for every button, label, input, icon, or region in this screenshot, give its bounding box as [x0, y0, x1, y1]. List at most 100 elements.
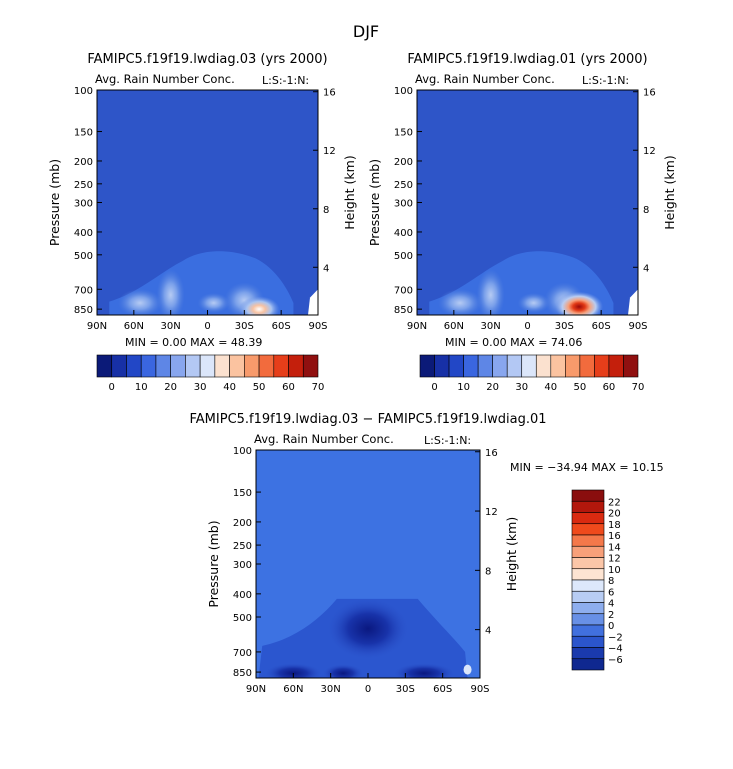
x-tick-label: 60S — [592, 321, 611, 332]
colorbar-label: 12 — [608, 554, 621, 565]
colorbar-swatch — [273, 354, 289, 378]
x-tick-label: 30S — [555, 321, 574, 332]
panel-lwdiag01: FAMIPC5.f19f19.lwdiag.01 (yrs 2000) Avg. … — [367, 52, 677, 393]
y-tick-label: 150 — [394, 128, 413, 139]
x-tick-label: 30N — [161, 321, 181, 332]
y-tick-label: 400 — [74, 228, 93, 239]
colorbar-label: 4 — [608, 599, 614, 610]
colorbar-swatch — [111, 354, 127, 378]
colorbar-swatch — [571, 602, 605, 615]
colorbar-swatch — [571, 613, 605, 626]
panel-units-tag: L:S:-1:N: — [424, 434, 471, 447]
colorbar-swatch — [571, 658, 605, 671]
colorbar-label: 50 — [253, 382, 266, 393]
x-tick-label: 90S — [628, 321, 647, 332]
colorbar-swatch — [185, 354, 201, 378]
colorbar-label: 10 — [457, 382, 470, 393]
panel-subtitle: Avg. Rain Number Conc. — [415, 72, 555, 86]
colorbar-label: 20 — [164, 382, 177, 393]
y-tick-label: 500 — [394, 251, 413, 262]
y-tick-label: 200 — [74, 157, 93, 168]
colorbar-label: 70 — [312, 382, 325, 393]
colorbar-swatch — [571, 523, 605, 536]
y-tick-label: 500 — [74, 251, 93, 262]
colorbar-swatch — [96, 354, 113, 378]
y-axis-title: Pressure (mb) — [367, 159, 382, 246]
colorbar-label: 14 — [608, 542, 621, 553]
x-tick-label: 90N — [407, 321, 427, 332]
y-tick-label: 100 — [233, 446, 252, 457]
y2-tick-label: 16 — [485, 448, 498, 459]
panel-lwdiag03: FAMIPC5.f19f19.lwdiag.03 (yrs 2000) Avg. … — [47, 52, 357, 393]
y-tick-label: 300 — [394, 199, 413, 210]
colorbar-label: 16 — [608, 531, 621, 542]
y-tick-label: 250 — [233, 541, 252, 552]
y-tick-label: 100 — [394, 86, 413, 97]
colorbar-swatch — [126, 354, 142, 378]
colorbar-swatch — [463, 354, 479, 378]
x-tick-label: 0 — [365, 684, 371, 695]
y-axis-title: Pressure (mb) — [47, 159, 62, 246]
colorbar-swatch — [579, 354, 595, 378]
y-tick-label: 700 — [74, 285, 93, 296]
negative-core-45s — [394, 663, 454, 678]
colorbar-swatch — [535, 354, 552, 378]
colorbar-swatch — [229, 354, 245, 378]
x-tick-label: 30N — [481, 321, 501, 332]
y2-tick-label: 12 — [643, 146, 656, 157]
terrain-mask — [628, 289, 638, 315]
y2-tick-label: 12 — [485, 507, 498, 518]
colorbar-swatch — [571, 590, 605, 603]
x-tick-label: 0 — [204, 321, 210, 332]
colorbar-label: 8 — [608, 576, 614, 587]
y-tick-label: 200 — [394, 157, 413, 168]
stats-label: MIN = 0.00 MAX = 48.39 — [125, 336, 262, 349]
y-tick-label: 150 — [233, 488, 252, 499]
y-tick-label: 250 — [74, 180, 93, 191]
x-tick-label: 90N — [246, 684, 266, 695]
colorbar-swatch — [571, 500, 605, 513]
colorbar-swatch — [419, 354, 435, 378]
colorbar-swatch — [199, 354, 216, 378]
plot-field — [429, 251, 638, 315]
x-tick-label: 60N — [444, 321, 464, 332]
y-tick-label: 150 — [74, 128, 93, 139]
colorbar-swatch — [571, 512, 605, 525]
y-axis-title: Pressure (mb) — [206, 520, 221, 607]
colorbar-swatch — [571, 489, 605, 502]
colorbar-swatch — [155, 354, 171, 378]
x-tick-label: 30S — [235, 321, 254, 332]
x-tick-label: 0 — [524, 321, 530, 332]
colorbar-label: 20 — [486, 382, 499, 393]
colorbar-swatch — [214, 354, 230, 378]
colorbar-label: −4 — [608, 644, 623, 655]
rain-blob-60n — [117, 288, 162, 315]
colorbar-swatch — [571, 545, 605, 558]
x-tick-label: 90S — [470, 684, 489, 695]
x-tick-label: 30N — [321, 684, 341, 695]
colorbar-label: 2 — [608, 610, 614, 621]
colorbar-label: 0 — [431, 382, 437, 393]
y-tick-label: 400 — [394, 228, 413, 239]
colorbar-swatch — [434, 354, 450, 378]
y-tick-label: 400 — [233, 590, 252, 601]
y2-tick-label: 4 — [323, 263, 329, 274]
y2-axis-title: Height (km) — [504, 517, 519, 591]
colorbar-swatch — [550, 354, 566, 378]
colorbar-label: 60 — [282, 382, 295, 393]
colorbar-swatch — [170, 354, 186, 378]
colorbar-label: 20 — [608, 509, 621, 520]
rain-peak — [238, 296, 280, 315]
colorbar-swatch — [571, 579, 605, 592]
colorbar-label: 10 — [135, 382, 148, 393]
negative-core-eq — [328, 598, 408, 659]
colorbar-swatch — [302, 354, 319, 378]
y2-tick-label: 4 — [485, 626, 491, 637]
rain-peak — [555, 291, 604, 315]
colorbar-label: 22 — [608, 497, 621, 508]
panel-subtitle: Avg. Rain Number Conc. — [254, 432, 394, 446]
y-tick-label: 200 — [233, 518, 252, 529]
panel-title: FAMIPC5.f19f19.lwdiag.01 (yrs 2000) — [407, 52, 647, 67]
x-tick-label: 90S — [308, 321, 327, 332]
